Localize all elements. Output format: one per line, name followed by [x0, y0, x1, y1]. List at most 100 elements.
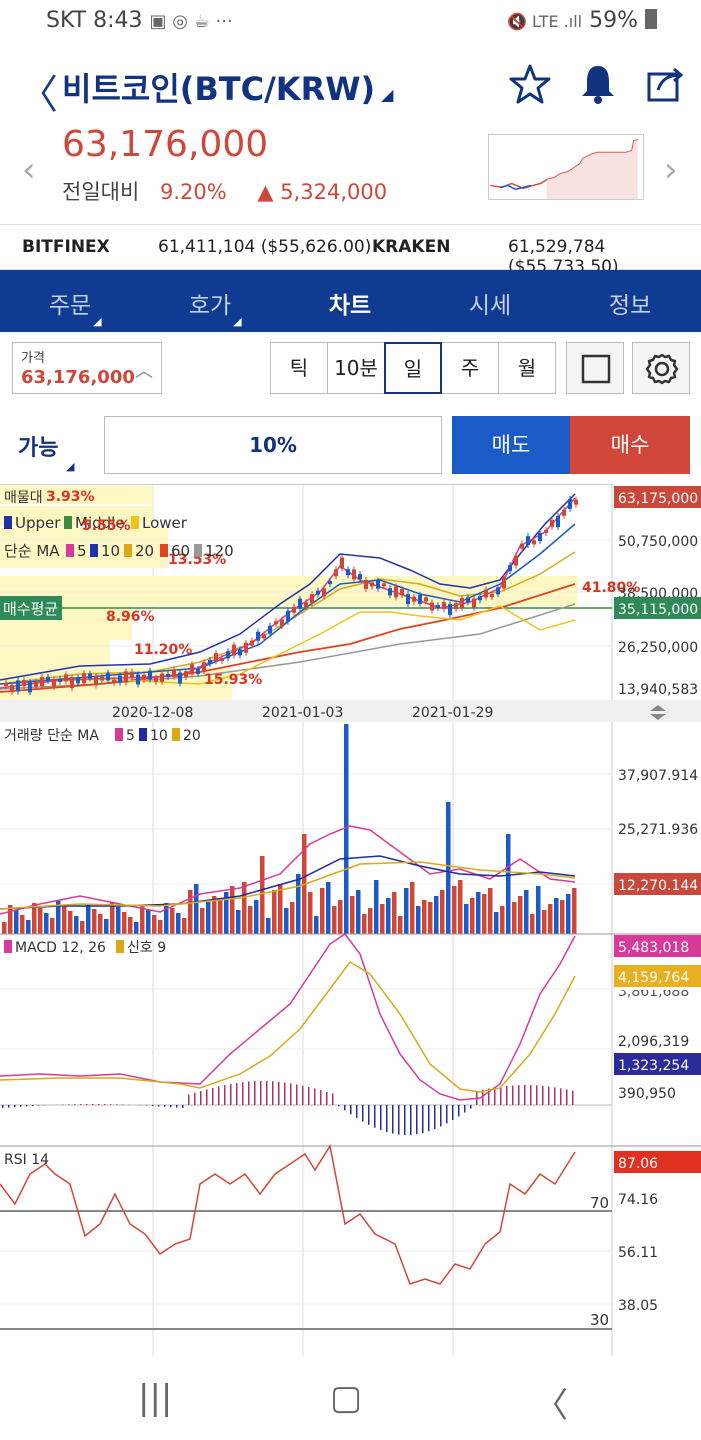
volume-bar: [488, 888, 493, 934]
volume-bar: [326, 882, 331, 934]
candle: [412, 593, 416, 605]
macd-bar: [152, 1105, 154, 1106]
candle: [286, 607, 290, 625]
macd-bar: [104, 1104, 106, 1105]
macd-bar: [572, 1090, 574, 1105]
tab-orderbook[interactable]: 호가 ◢: [188, 293, 242, 328]
volume-bar: [260, 856, 265, 934]
volume-bar: [164, 903, 169, 934]
period-10min[interactable]: 10분: [327, 342, 385, 394]
macd-bar: [176, 1105, 178, 1108]
candle: [418, 591, 422, 607]
volume-profile-label: 매물대: [4, 490, 43, 506]
volume-bar: [92, 909, 97, 934]
macd-bar: [506, 1085, 508, 1105]
percent-selector[interactable]: 10%: [104, 416, 442, 474]
macd-bar: [284, 1082, 286, 1105]
buy-button[interactable]: 매수: [570, 416, 690, 474]
bell-icon[interactable]: [576, 62, 620, 106]
volume-bar: [128, 917, 133, 934]
sparkline-chart[interactable]: [488, 134, 644, 200]
macd-bar: [446, 1105, 448, 1124]
candle: [214, 650, 218, 665]
price-axis-label: 50,750,000: [618, 534, 698, 550]
macd-bar: [452, 1105, 454, 1121]
svg-text:120: 120: [205, 542, 234, 560]
macd-bar: [206, 1089, 208, 1105]
period-day[interactable]: 일: [384, 342, 442, 394]
volume-bar: [20, 915, 25, 934]
macd-bar: [458, 1105, 460, 1117]
page-title[interactable]: 비트코인(BTC/KRW) ◢: [62, 70, 394, 108]
candle: [100, 673, 104, 684]
status-left-icons: ▣ ◎ ☕ ···: [149, 11, 233, 32]
macd-bar: [182, 1105, 184, 1108]
macd-axis-label: 390,950: [618, 1086, 676, 1102]
macd-bar: [338, 1105, 340, 1107]
volume-bar: [254, 900, 259, 934]
volume-bar: [32, 903, 37, 934]
candle: [538, 529, 542, 544]
fullscreen-button[interactable]: [566, 342, 624, 394]
tab-quotes[interactable]: 시세: [468, 293, 512, 319]
period-week[interactable]: 주: [441, 342, 499, 394]
period-month[interactable]: 월: [498, 342, 556, 394]
volume-bar: [158, 920, 163, 934]
rsi-level: 70: [590, 1194, 609, 1212]
macd-bar: [512, 1085, 514, 1105]
settings-button[interactable]: [632, 342, 690, 394]
next-arrow-icon[interactable]: ›: [664, 150, 678, 190]
candle: [382, 580, 386, 590]
volume-bar: [122, 912, 127, 934]
volume-bar: [44, 913, 49, 934]
recent-apps-icon[interactable]: |||: [138, 1378, 173, 1418]
sell-button[interactable]: 매도: [452, 416, 570, 474]
volume-bar: [212, 896, 217, 934]
candle: [316, 587, 320, 598]
resize-icon[interactable]: [650, 705, 666, 720]
back-nav-icon[interactable]: 〈: [534, 1386, 568, 1426]
candle: [376, 577, 380, 592]
vp-percent: 11.20%: [134, 642, 192, 658]
tab-info[interactable]: 정보: [608, 293, 652, 319]
price-selector[interactable]: 가격 63,176,000 ︿: [12, 342, 162, 394]
price-summary: ‹ 63,176,000 전일대비 9.20% ▲ 5,324,000 ›: [0, 124, 701, 224]
volume-bar: [380, 904, 385, 934]
macd-bar: [146, 1105, 148, 1106]
star-icon[interactable]: [508, 62, 552, 106]
candle: [292, 603, 296, 616]
candle: [502, 574, 506, 592]
battery-percent: 59%: [589, 8, 638, 33]
tab-chart[interactable]: 차트: [328, 293, 372, 319]
caret-icon: ◢: [93, 315, 102, 328]
macd-bar: [344, 1105, 346, 1111]
macd-bar: [248, 1081, 250, 1105]
back-icon[interactable]: 〈: [18, 72, 58, 118]
period-tick[interactable]: 틱: [270, 342, 328, 394]
candle: [370, 579, 374, 590]
share-icon[interactable]: [644, 62, 688, 106]
candle: [250, 637, 254, 649]
date-label: 2021-01-29: [412, 705, 493, 721]
candle: [130, 668, 134, 681]
candle: [142, 671, 146, 683]
volume-bar: [554, 898, 559, 934]
prev-arrow-icon[interactable]: ‹: [22, 150, 36, 190]
current-price: 63,176,000: [62, 124, 269, 165]
candle: [208, 656, 212, 667]
macd-bar: [566, 1089, 568, 1105]
status-right-icons: 🔇 LTE .ıll: [506, 12, 583, 31]
home-icon[interactable]: ▢: [330, 1378, 363, 1418]
volume-bar: [248, 906, 253, 934]
macd-bar: [158, 1105, 160, 1107]
macd-bar: [404, 1105, 406, 1135]
vp-percent: 5.55%: [82, 518, 131, 534]
candle: [388, 585, 392, 599]
tab-order[interactable]: 주문 ◢: [48, 293, 102, 328]
available-selector[interactable]: 가능 ◢: [18, 436, 75, 473]
main-tabs: 주문 ◢ 호가 ◢ 차트 시세 정보: [0, 270, 701, 332]
candle: [22, 677, 26, 690]
trading-chart[interactable]: 매물대 3.93% Upper Middle 5.55% Lower 단순 MA…: [0, 484, 701, 1360]
macd-bar: [398, 1105, 400, 1135]
volume-axis-label: 12,270.144: [618, 878, 698, 894]
